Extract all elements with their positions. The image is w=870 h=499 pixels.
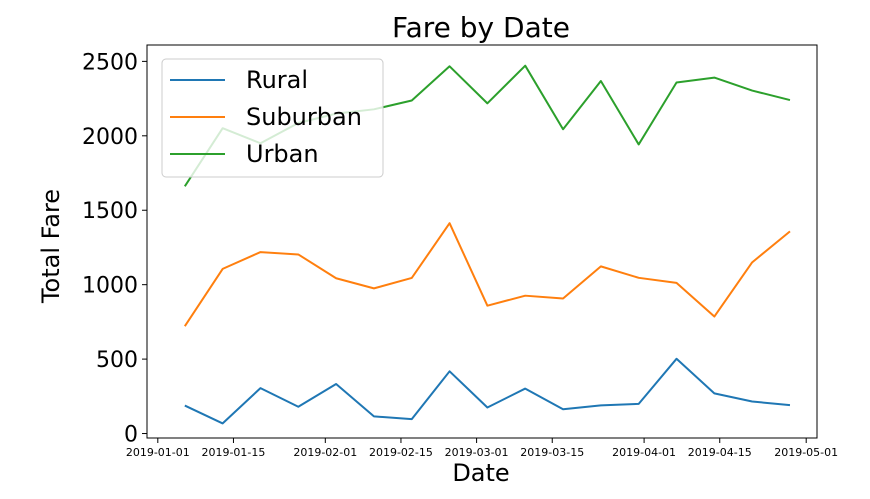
y-tick-label: 2500 xyxy=(82,50,138,75)
legend-label-rural: Rural xyxy=(246,66,308,94)
chart-title: Fare by Date xyxy=(392,11,570,44)
x-axis-label: Date xyxy=(452,459,509,487)
legend-label-suburban: Suburban xyxy=(246,103,362,131)
x-tick-label: 2019-02-15 xyxy=(369,446,433,459)
y-tick-label: 1500 xyxy=(82,199,138,224)
legend: Rural Suburban Urban xyxy=(161,58,384,178)
y-axis-label: Total Fare xyxy=(37,189,65,304)
plot-frame xyxy=(146,44,818,439)
series-line-suburban xyxy=(183,222,791,327)
x-tick-label: 2019-05-01 xyxy=(774,446,838,459)
y-tick-label: 0 xyxy=(124,423,138,448)
y-tick-label: 2000 xyxy=(82,125,138,150)
legend-box xyxy=(161,58,384,178)
legend-label-urban: Urban xyxy=(246,140,319,168)
x-tick-label: 2019-01-01 xyxy=(126,446,190,459)
x-tick-label: 2019-01-15 xyxy=(201,446,265,459)
y-tick-label: 500 xyxy=(96,348,138,373)
x-tick-label: 2019-04-15 xyxy=(688,446,752,459)
x-tick-label: 2019-04-01 xyxy=(612,446,676,459)
x-tick-label: 2019-03-15 xyxy=(520,446,584,459)
y-tick-label: 1000 xyxy=(82,274,138,299)
x-tick-label: 2019-02-01 xyxy=(293,446,357,459)
x-tick-label: 2019-03-01 xyxy=(445,446,509,459)
series-line-rural xyxy=(184,357,791,425)
